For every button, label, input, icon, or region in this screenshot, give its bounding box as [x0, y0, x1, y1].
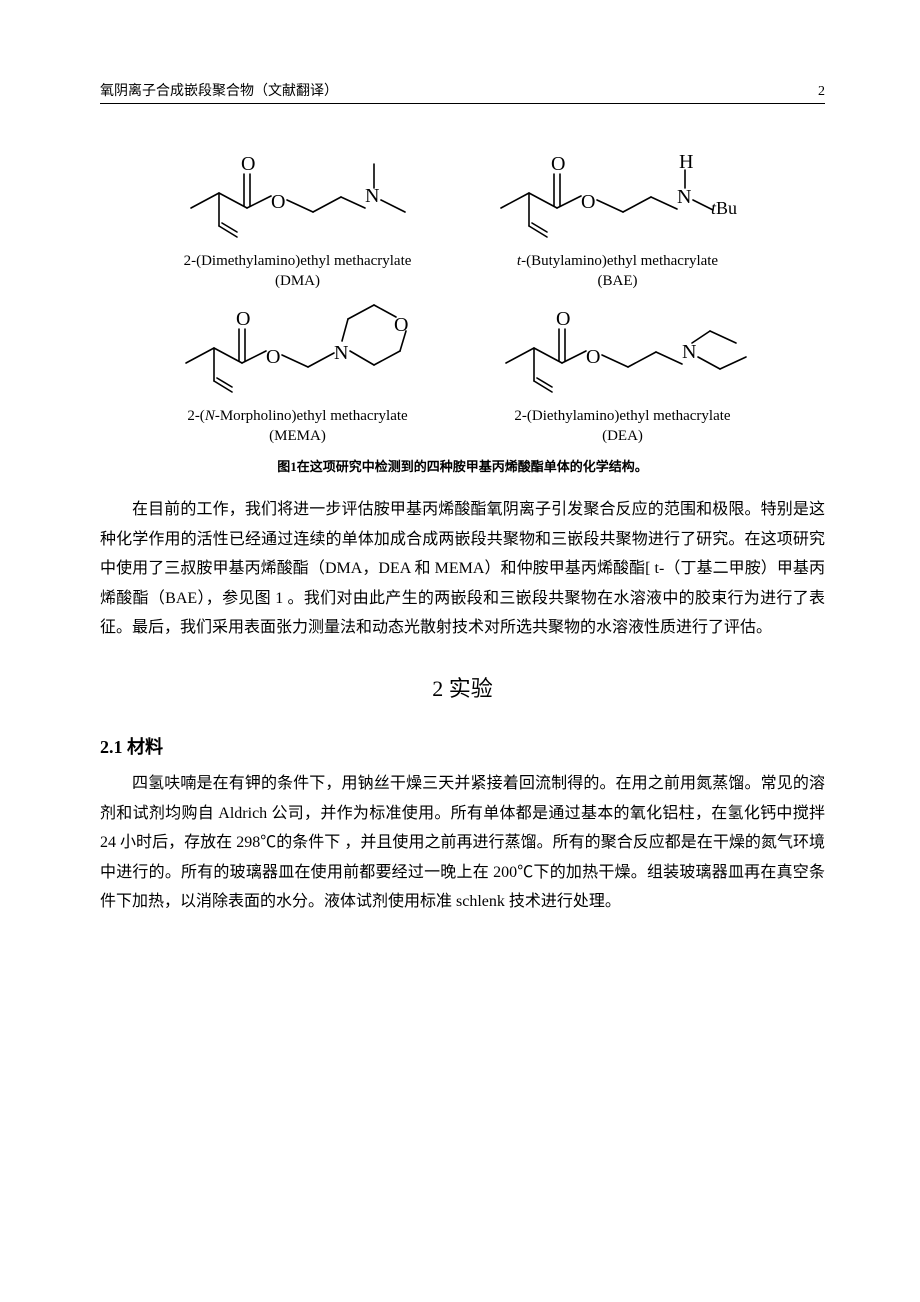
bae-structure-icon: O O N H tBu	[483, 150, 753, 250]
dma-abbr: (DMA)	[184, 272, 412, 292]
mema-label: 2-(N-Morpholino)ethyl methacrylate (MEMA…	[187, 407, 407, 446]
section-2-1-heading: 2.1 材料	[100, 733, 825, 759]
svg-text:H: H	[679, 151, 693, 173]
svg-text:O: O	[586, 346, 600, 368]
section-2-1-text: 四氢呋喃是在有钾的条件下，用钠丝干燥三天并紧接着回流制得的。在用之前用氮蒸馏。常…	[100, 769, 825, 917]
svg-text:O: O	[556, 308, 570, 330]
mema-structure-icon: O O N O	[168, 295, 428, 405]
dea-structure-icon: O O N	[488, 295, 758, 405]
header-page-number: 2	[818, 84, 825, 100]
dma-label: 2-(Dimethylamino)ethyl methacrylate (DMA…	[184, 252, 412, 291]
figure-row-2: O O N O 2-(N-Morpholi	[168, 295, 758, 446]
svg-text:O: O	[271, 191, 285, 213]
page-container: 氧阴离子合成嵌段聚合物（文献翻译） 2	[0, 0, 920, 1302]
structure-dea: O O N 2-(Diethylamino)ethyl methacrylate	[488, 295, 758, 446]
header-title: 氧阴离子合成嵌段聚合物（文献翻译）	[100, 80, 338, 100]
mema-label-text: 2-(N-Morpholino)ethyl methacrylate	[187, 408, 407, 424]
svg-text:N: N	[334, 342, 348, 364]
page-header: 氧阴离子合成嵌段聚合物（文献翻译） 2	[100, 80, 825, 104]
dma-label-text: 2-(Dimethylamino)ethyl methacrylate	[184, 253, 412, 269]
svg-text:O: O	[266, 346, 280, 368]
svg-text:O: O	[241, 153, 255, 175]
paragraph-1: 在目前的工作，我们将进一步评估胺甲基丙烯酸酯氧阴离子引发聚合反应的范围和极限。特…	[100, 495, 825, 643]
bae-label: t-(Butylamino)ethyl methacrylate (BAE)	[517, 252, 718, 291]
figure-1: O O N 2-(Dimethylamino)ethyl me	[100, 150, 825, 487]
bae-abbr: (BAE)	[517, 272, 718, 292]
dea-abbr: (DEA)	[514, 427, 730, 447]
svg-text:O: O	[581, 191, 595, 213]
structure-bae: O O N H tBu t-(Butylamino)ethyl methacry…	[483, 150, 753, 291]
bae-label-text: t-(Butylamino)ethyl methacrylate	[517, 253, 718, 269]
structure-mema: O O N O 2-(N-Morpholi	[168, 295, 428, 446]
dea-label: 2-(Diethylamino)ethyl methacrylate (DEA)	[514, 407, 730, 446]
svg-text:O: O	[551, 153, 565, 175]
dma-structure-icon: O O N	[173, 150, 423, 250]
structure-dma: O O N 2-(Dimethylamino)ethyl me	[173, 150, 423, 291]
svg-text:N: N	[365, 185, 379, 207]
mema-abbr: (MEMA)	[187, 427, 407, 447]
svg-text:N: N	[682, 341, 696, 363]
section-2-heading: 2 实验	[100, 671, 825, 703]
svg-text:O: O	[236, 308, 250, 330]
svg-text:N: N	[677, 186, 691, 208]
figure-row-1: O O N 2-(Dimethylamino)ethyl me	[173, 150, 753, 291]
svg-text:tBu: tBu	[711, 198, 737, 218]
figure-caption: 图1在这项研究中检测到的四种胺甲基丙烯酸酯单体的化学结构。	[277, 456, 648, 475]
dea-label-text: 2-(Diethylamino)ethyl methacrylate	[514, 408, 730, 424]
